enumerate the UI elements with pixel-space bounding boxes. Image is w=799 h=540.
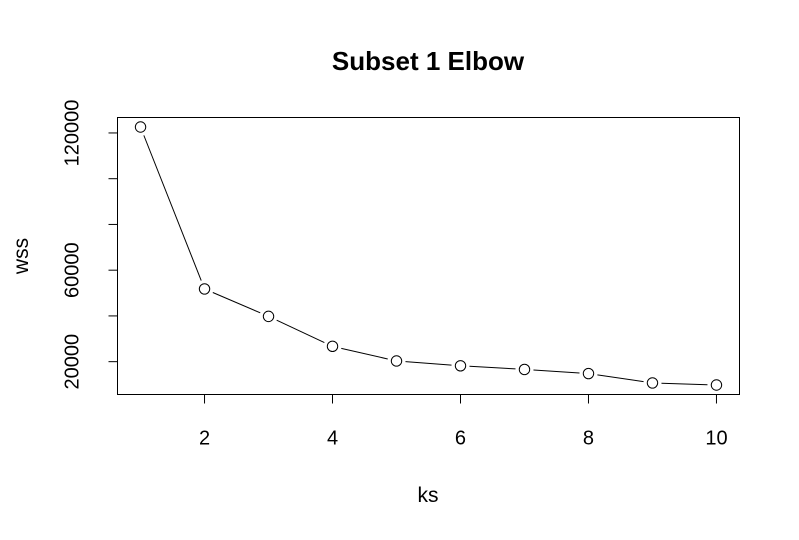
x-tick-label: 2 [199,428,210,450]
data-point [582,367,595,380]
line-segment [533,369,580,374]
y-tick-label: 20000 [62,334,84,390]
data-point [646,377,659,389]
line-segment [276,319,325,343]
series-line [143,135,708,386]
y-axis: 20000 60000 120000 [62,100,118,390]
line-segment [597,374,644,383]
line-segment [143,135,202,281]
x-tick-label: 8 [583,428,594,450]
x-tick-label: 4 [327,428,338,450]
x-tick-label: 6 [455,428,466,450]
plot-frame [117,117,740,395]
data-point [518,363,531,376]
line-segment [661,382,708,386]
y-tick-label: 120000 [62,100,84,167]
data-point [390,355,403,367]
x-axis-label: ks [418,484,439,507]
data-point [326,340,339,353]
line-segment [405,361,452,366]
series-points [134,121,723,391]
x-tick-label: 10 [705,428,727,450]
data-point [262,310,275,323]
data-point [710,379,723,391]
y-axis-label: wss [10,238,33,275]
data-point [454,360,467,372]
data-point [198,283,211,295]
line-segment [212,292,261,314]
line-segment [341,347,388,360]
line-segment [469,365,516,370]
chart-title: Subset 1 Elbow [332,46,525,76]
x-axis: 2 4 6 8 10 [199,394,728,450]
y-tick-label: 60000 [62,242,84,298]
data-point [134,121,147,133]
